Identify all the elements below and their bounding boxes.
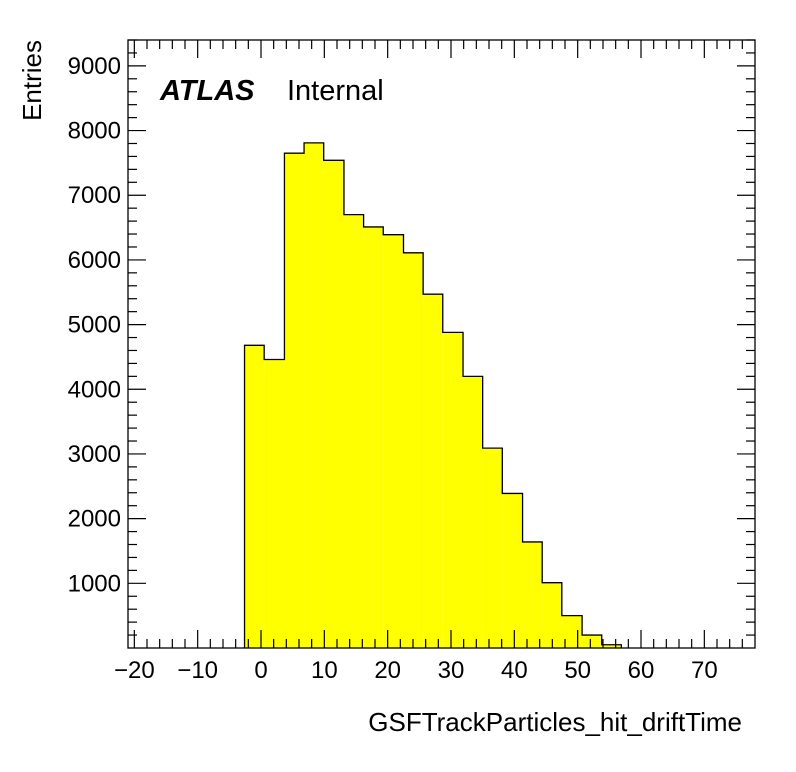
x-tick-label: 50 (564, 657, 591, 684)
atlas-label: ATLAS (159, 75, 255, 107)
histogram-bin-6 (363, 226, 384, 648)
x-axis-title: GSFTrackParticles_hit_driftTime (368, 707, 742, 737)
histogram-bin-14 (522, 541, 543, 648)
histogram-bin-9 (423, 294, 443, 648)
y-tick-label: 3000 (68, 441, 121, 468)
y-tick-label: 6000 (68, 247, 121, 274)
y-tick-label: 8000 (68, 118, 121, 145)
histogram-bin-8 (403, 252, 424, 649)
histogram-bin-15 (542, 582, 562, 648)
x-tick-label: 20 (374, 657, 401, 684)
histogram-bin-3 (304, 142, 324, 648)
y-tick-label: 7000 (68, 182, 121, 209)
histogram-bin-4 (323, 160, 344, 648)
y-tick-label: 5000 (68, 312, 121, 339)
histogram-bin-5 (343, 214, 364, 648)
histogram-bin-2 (284, 153, 305, 649)
histogram-bin-1 (264, 359, 285, 648)
y-tick-label: 1000 (68, 570, 121, 597)
x-tick-label: −10 (177, 657, 218, 684)
x-tick-label: −20 (114, 657, 155, 684)
x-tick-label: 10 (311, 657, 338, 684)
y-tick-label: 2000 (68, 506, 121, 533)
x-tick-label: 40 (501, 657, 528, 684)
x-tick-labels: −20 −10 0 10 20 30 40 50 60 70 (114, 657, 718, 684)
y-tick-label: 9000 (68, 53, 121, 80)
histogram-bin-12 (482, 448, 503, 648)
y-tick-label: 4000 (68, 376, 121, 403)
plot-frame (127, 39, 756, 649)
histogram-bin-10 (442, 332, 464, 648)
histogram-bin-13 (502, 493, 523, 648)
histogram-bars (244, 142, 622, 649)
histogram-bin-11 (463, 376, 483, 648)
x-tick-label: 30 (438, 657, 465, 684)
axis-ticks (128, 39, 755, 648)
histogram-bin-16 (561, 615, 583, 648)
x-tick-label: 60 (628, 657, 655, 684)
histogram-bin-17 (582, 635, 602, 648)
histogram-outline (243, 142, 623, 648)
x-tick-label: 70 (691, 657, 718, 684)
histogram-bin-0 (244, 345, 265, 648)
x-tick-label: 0 (254, 657, 267, 684)
y-tick-labels: 1000 2000 3000 4000 5000 6000 7000 8000 9000 (68, 53, 121, 597)
y-axis-title: Entries (17, 40, 47, 121)
internal-label: Internal (287, 75, 384, 107)
histogram-bin-18 (601, 644, 622, 648)
histogram-bin-7 (383, 234, 404, 648)
